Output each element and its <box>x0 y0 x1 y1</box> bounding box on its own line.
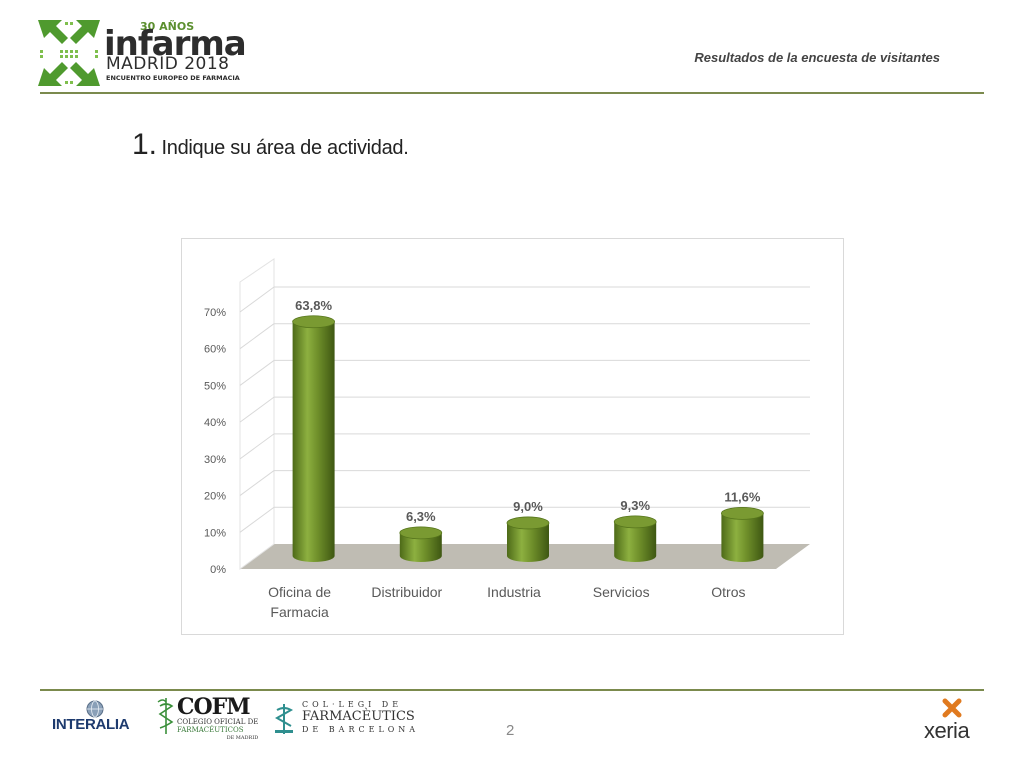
x-category-label: Distribuidor <box>371 584 442 600</box>
gridline-side <box>239 360 275 386</box>
y-tick-label: 30% <box>204 454 226 466</box>
y-tick-label: 40% <box>204 417 226 429</box>
bar-chart: 0% 10% 20% 30% 40% 50% 60% 70% 63,8% Oficina de Fa… <box>204 258 810 620</box>
cofm-subtitle: COLEGIO OFICIAL DE FARMACÉUTICOS DE MADR… <box>177 718 258 742</box>
survey-title: Resultados de la encuesta de visitantes <box>694 50 940 65</box>
interalia-wordmark: INTERALIA <box>52 716 130 733</box>
logo-name: infarma <box>104 24 247 64</box>
bar-cylinder <box>721 513 764 562</box>
logo-subtitle: ENCUENTRO EUROPEO DE FARMACIA <box>106 74 240 82</box>
bar-top <box>292 315 336 329</box>
data-label: 9,3% <box>620 498 650 513</box>
bar-cylinder <box>507 522 549 562</box>
header-divider <box>40 92 984 94</box>
gridline-side <box>239 470 275 496</box>
bar-top <box>399 526 443 540</box>
bar-cylinder <box>292 321 335 562</box>
gridline-side <box>239 396 275 423</box>
x-category-label: Industria <box>487 584 541 600</box>
colegi-line3: DE BARCELONA <box>302 725 420 734</box>
interalia-logo: INTERALIA <box>52 700 142 736</box>
cofm-wordmark: COFM <box>177 694 251 720</box>
page-number: 2 <box>506 722 515 739</box>
y-tick-label: 60% <box>204 344 226 356</box>
gridline-side <box>239 323 275 350</box>
colegi-barcelona-logo: COL·LEGI DE FARMACÈUTICS DE BARCELONA <box>272 698 422 738</box>
x-category-label: Oficina de <box>268 584 331 600</box>
gridline-side <box>239 433 275 460</box>
pharmacy-cross-icon <box>274 704 294 734</box>
cofm-subtitle-line2: FARMACÉUTICOS <box>177 726 244 734</box>
cofm-subtitle-line3: DE MADRID <box>226 735 259 741</box>
bar-cylinder <box>614 521 657 562</box>
x-category-label: Farmacia <box>270 604 329 620</box>
colegi-line1: COL·LEGI DE <box>302 700 403 709</box>
infarma-logo: 30 AÑOS infarma MADRID 2018 ENCUENTRO EU… <box>38 18 248 88</box>
bar-cylinder <box>399 532 442 562</box>
question-heading: 1. Indique su área de actividad. <box>132 128 409 162</box>
x-category-label: Servicios <box>593 584 650 600</box>
question-text: Indique su área de actividad. <box>161 137 409 159</box>
xeria-logo: xeria <box>922 698 986 744</box>
chart-container: 0% 10% 20% 30% 40% 50% 60% 70% 63,8% Oficina de Fa… <box>181 238 844 635</box>
logo-anniversary: 30 AÑOS <box>140 20 195 33</box>
xeria-x-icon <box>942 698 962 718</box>
y-tick-label: 0% <box>210 564 226 576</box>
y-tick-label: 20% <box>204 491 226 503</box>
y-tick-label: 70% <box>204 307 226 319</box>
logo-city: MADRID 2018 <box>106 54 230 74</box>
y-tick-label: 50% <box>204 380 226 392</box>
data-label: 6,3% <box>406 509 436 524</box>
colegi-line2: FARMACÈUTICS <box>302 709 415 724</box>
infarma-compass-icon <box>38 20 100 86</box>
chart-left-wall <box>239 258 275 570</box>
question-number: 1. <box>132 128 158 161</box>
globe-icon <box>86 700 104 718</box>
data-label: 9,0% <box>513 499 543 514</box>
caduceus-icon <box>157 698 174 734</box>
xeria-wordmark: xeria <box>924 718 970 743</box>
data-label: 63,8% <box>295 298 332 313</box>
gridline-side <box>239 506 275 533</box>
bar-top <box>613 515 657 529</box>
cofm-subtitle-line1: COLEGIO OFICIAL DE <box>177 718 259 726</box>
data-label: 11,6% <box>724 489 761 504</box>
cofm-logo: COFM COLEGIO OFICIAL DE FARMACÉUTICOS DE… <box>155 694 258 741</box>
bar-top <box>506 516 550 530</box>
x-category-label: Otros <box>711 584 745 600</box>
y-tick-label: 10% <box>204 527 226 539</box>
footer-divider <box>40 689 984 691</box>
gridline-side <box>239 286 275 313</box>
bar-top <box>721 507 764 520</box>
